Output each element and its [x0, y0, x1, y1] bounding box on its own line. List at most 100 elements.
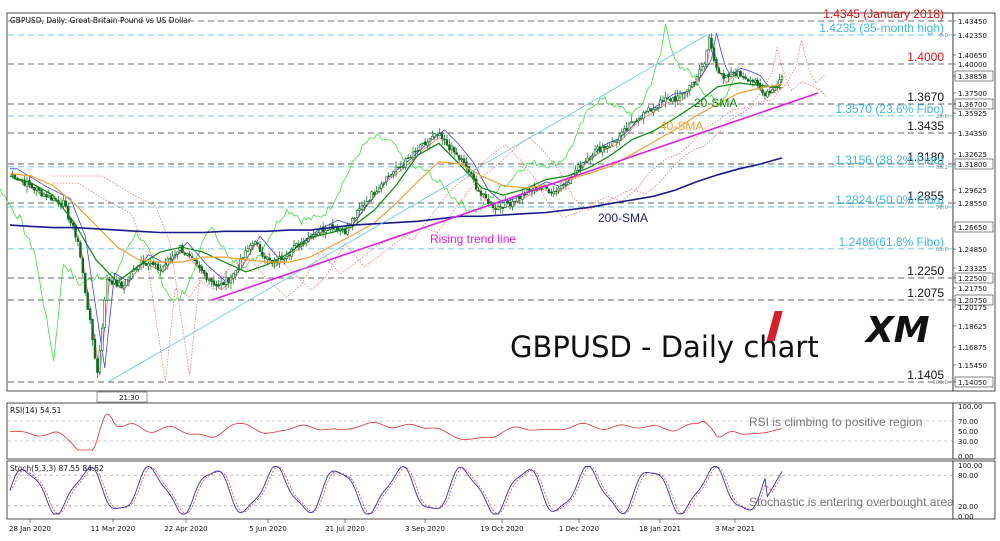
- candle-body: [156, 263, 160, 270]
- candle-body: [729, 71, 733, 78]
- date-tick-label: 1 Dec 2020: [559, 525, 599, 533]
- candle-body: [370, 191, 373, 201]
- candle-body: [118, 282, 121, 287]
- date-tick-label: 3 Sep 2020: [405, 525, 445, 533]
- candle-body: [229, 277, 233, 284]
- candle-body: [198, 264, 201, 269]
- level-label: 1.2855: [907, 189, 944, 203]
- candle-body: [598, 146, 602, 153]
- candle-body: [693, 81, 696, 84]
- rsi-panel: [6, 402, 954, 460]
- date-tick-label: 11 Mar 2020: [91, 525, 135, 533]
- candle-body: [678, 93, 682, 98]
- candle-body: [482, 193, 485, 195]
- candle-body: [460, 158, 463, 161]
- candle-body: [741, 76, 745, 78]
- candle-body: [516, 196, 519, 202]
- candle-body: [732, 71, 735, 74]
- candle-body: [491, 202, 495, 209]
- candle-body: [637, 118, 640, 122]
- candle-body: [746, 78, 750, 82]
- candle-body: [411, 151, 415, 159]
- candle-body: [348, 223, 352, 225]
- candle-body: [319, 227, 322, 234]
- candle-body: [457, 155, 461, 160]
- level-label: 1.4000: [907, 50, 944, 64]
- candle-body: [169, 258, 172, 260]
- candle-body: [722, 73, 725, 79]
- level-label: 1.3180: [907, 150, 944, 164]
- candle-body: [283, 258, 286, 260]
- candle-body: [212, 280, 216, 286]
- candle-body: [253, 241, 257, 245]
- price-tick-label: 1.29625: [958, 187, 987, 195]
- candle-body: [93, 338, 97, 359]
- candle-body: [326, 229, 330, 232]
- candle-body: [387, 175, 390, 178]
- candle-body: [84, 272, 87, 293]
- rsi-tick-label: 0.00: [958, 453, 974, 461]
- candle-body: [186, 253, 189, 256]
- symbol-title: GBPUSD, Daily: Great Britain Pound vs US…: [10, 16, 192, 25]
- date-marker: [96, 391, 148, 403]
- candle-body: [479, 190, 483, 196]
- sma200-line: [9, 157, 783, 234]
- candle-body: [666, 97, 670, 99]
- date-tick-label: 3 Mar 2021: [715, 525, 755, 533]
- candle-body: [404, 158, 407, 168]
- candle-body: [190, 256, 194, 258]
- candle-body: [416, 150, 420, 152]
- candle-body: [639, 117, 643, 120]
- candle-body: [105, 278, 109, 301]
- price-tick-label: 1.24850: [958, 246, 987, 254]
- candle-body: [700, 66, 704, 71]
- candle-body: [676, 95, 679, 101]
- date-marker-text: 21:30: [119, 394, 139, 402]
- candle-body: [671, 97, 674, 102]
- trend-lines: [107, 34, 819, 383]
- candle-body: [567, 182, 570, 186]
- candle-body: [780, 75, 784, 81]
- price-tick-label: 1.42350: [958, 32, 987, 40]
- fibo-percent-label: 61.8: [936, 247, 949, 253]
- candle-body: [698, 69, 701, 78]
- candle-body: [778, 79, 781, 86]
- fibo-percent-label: 100.0: [932, 380, 948, 386]
- candle-body: [656, 107, 660, 109]
- candle-body: [409, 156, 412, 159]
- price-tick-label: 1.18625: [958, 323, 987, 331]
- candle-body: [715, 58, 718, 69]
- candle-body: [455, 152, 458, 155]
- candle-body: [749, 80, 752, 82]
- candle-body: [372, 192, 376, 195]
- price-tick-label: 1.32625: [958, 151, 987, 159]
- candle-body: [120, 281, 123, 288]
- candle-body: [642, 112, 645, 119]
- xm-logo-stripe: [766, 311, 783, 341]
- price-tick-label: 1.43450: [958, 18, 987, 26]
- candle-body: [314, 233, 318, 236]
- candle-body: [603, 145, 606, 149]
- candle-body: [647, 107, 650, 112]
- price-tick-label: 1.31800: [958, 161, 987, 169]
- candle-body: [669, 98, 672, 102]
- candle-body: [562, 184, 565, 186]
- candle-body: [115, 279, 119, 287]
- candle-body: [489, 201, 492, 204]
- candle-body: [620, 131, 623, 136]
- candle-body: [445, 139, 449, 146]
- candle-body: [154, 263, 157, 265]
- candle-body: [610, 141, 614, 146]
- candle-body: [351, 218, 354, 225]
- candle-body: [215, 284, 218, 287]
- candle-body: [688, 85, 691, 91]
- candle-body: [586, 158, 589, 162]
- candle-body: [40, 189, 43, 197]
- candle-body: [428, 138, 432, 143]
- price-tick-label: 1.40000: [958, 61, 987, 69]
- rising-trend-line: [211, 92, 819, 301]
- candle-body: [727, 73, 730, 77]
- candle-body: [246, 248, 250, 252]
- trendline-label: Rising trend line: [430, 232, 516, 246]
- price-tick-label: 1.22500: [958, 275, 987, 283]
